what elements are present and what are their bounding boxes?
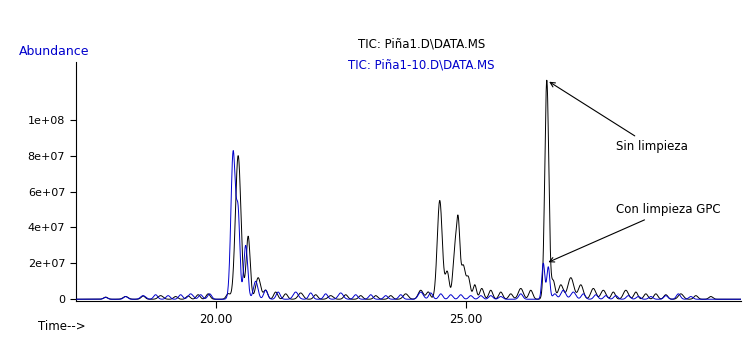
X-axis label: Time-->: Time--> xyxy=(39,320,86,333)
Text: Abundance: Abundance xyxy=(19,45,89,57)
Text: Sin limpieza: Sin limpieza xyxy=(550,82,688,153)
Text: TIC: Piña1.D\DATA.MS: TIC: Piña1.D\DATA.MS xyxy=(358,37,485,51)
Text: Con limpieza GPC: Con limpieza GPC xyxy=(550,203,720,262)
Text: TIC: Piña1-10.D\DATA.MS: TIC: Piña1-10.D\DATA.MS xyxy=(349,59,494,72)
